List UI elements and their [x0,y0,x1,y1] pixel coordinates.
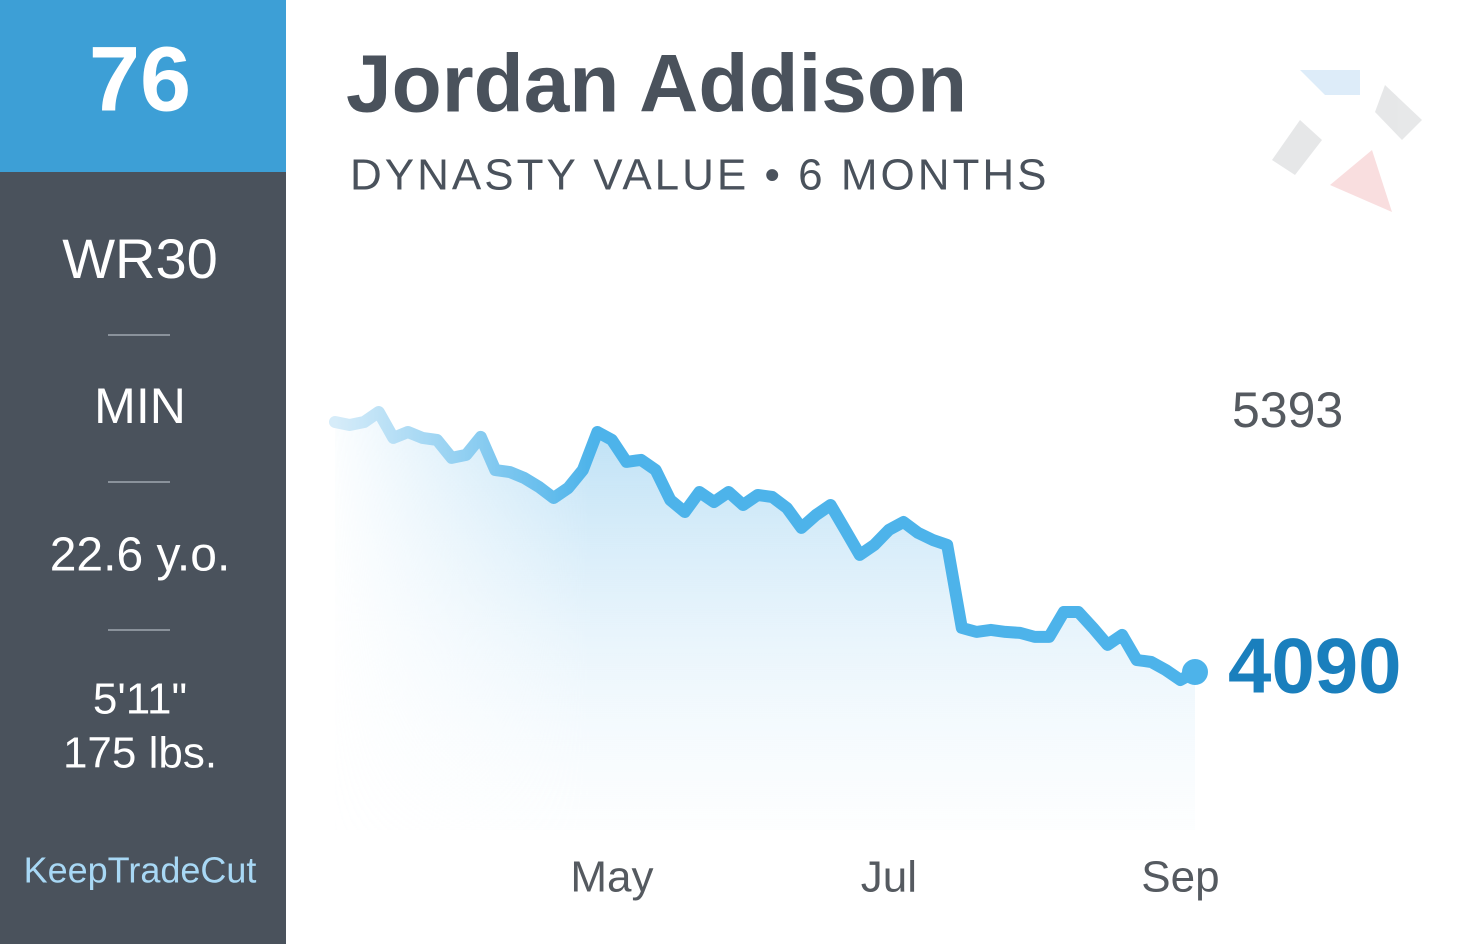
chart-subtitle: DYNASTY VALUE • 6 MONTHS [350,151,1049,200]
team: MIN [94,378,186,434]
end-dot [1182,659,1208,686]
x-tick-label: May [570,853,653,902]
x-tick-label: Jul [861,853,917,902]
chart-title: Jordan Addison [346,39,967,130]
rank-box [0,0,286,172]
height: 5'11" [93,675,187,724]
line [329,406,1201,686]
x-tick-label: Sep [1141,853,1219,902]
area [335,412,1195,830]
max-label: 5393 [1232,382,1343,438]
brand: KeepTradeCut [24,850,257,891]
position-rank: WR30 [62,227,218,290]
current-label: 4090 [1228,622,1402,710]
age: 22.6 y.o. [50,529,231,582]
logo [1272,70,1422,212]
weight: 175 lbs. [63,729,217,778]
rank: 76 [89,28,191,130]
